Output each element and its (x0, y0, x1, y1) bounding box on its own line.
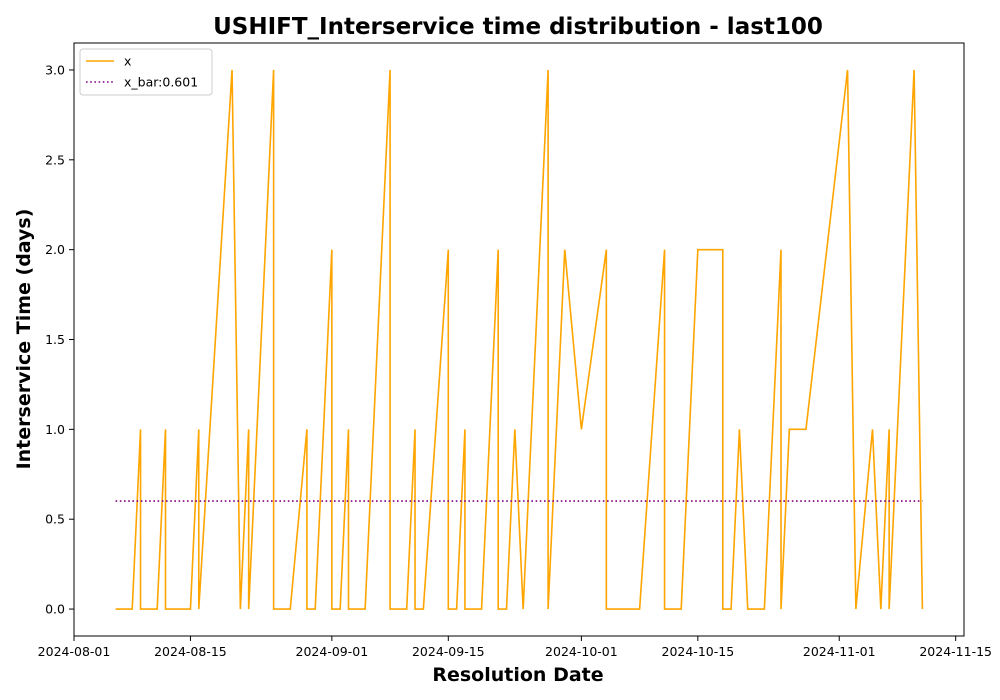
x-tick-label: 2024-08-01 (38, 644, 111, 659)
x-tick-label: 2024-11-01 (803, 644, 876, 659)
x-tick-label: 2024-10-01 (545, 644, 618, 659)
x-tick-label: 2024-09-15 (412, 644, 485, 659)
legend: x x_bar:0.601 (79, 48, 213, 96)
y-tick-label: 2.5 (45, 152, 65, 167)
y-axis-label: Interservice Time (days) (13, 209, 35, 470)
y-tick-label: 0.0 (45, 602, 65, 617)
x-tick-label: 2024-08-15 (154, 644, 227, 659)
y-tick-label: 1.5 (45, 332, 65, 347)
series-line-1 (115, 69, 924, 610)
x-axis-label: Resolution Date (432, 664, 603, 686)
legend-label: x (124, 54, 131, 69)
legend-label: x_bar:0.601 (124, 75, 198, 90)
plot-content (115, 69, 924, 610)
x-tick-label: 2024-10-15 (662, 644, 735, 659)
y-tick-label: 2.0 (45, 242, 65, 257)
y-axis-ticks: 0.0 0.5 1.0 1.5 2.0 2.5 3.0 (45, 62, 74, 617)
x-tick-label: 2024-09-01 (296, 644, 369, 659)
y-tick-label: 3.0 (45, 62, 65, 77)
y-tick-label: 0.5 (45, 512, 65, 527)
chart-title: USHIFT_Interservice time distribution - … (213, 14, 823, 40)
x-axis-ticks: 2024-08-01 2024-08-15 2024-09-01 2024-09-15… (38, 636, 992, 659)
y-tick-label: 1.0 (45, 422, 65, 437)
x-tick-label: 2024-11-15 (919, 644, 992, 659)
plot-frame (73, 42, 965, 637)
